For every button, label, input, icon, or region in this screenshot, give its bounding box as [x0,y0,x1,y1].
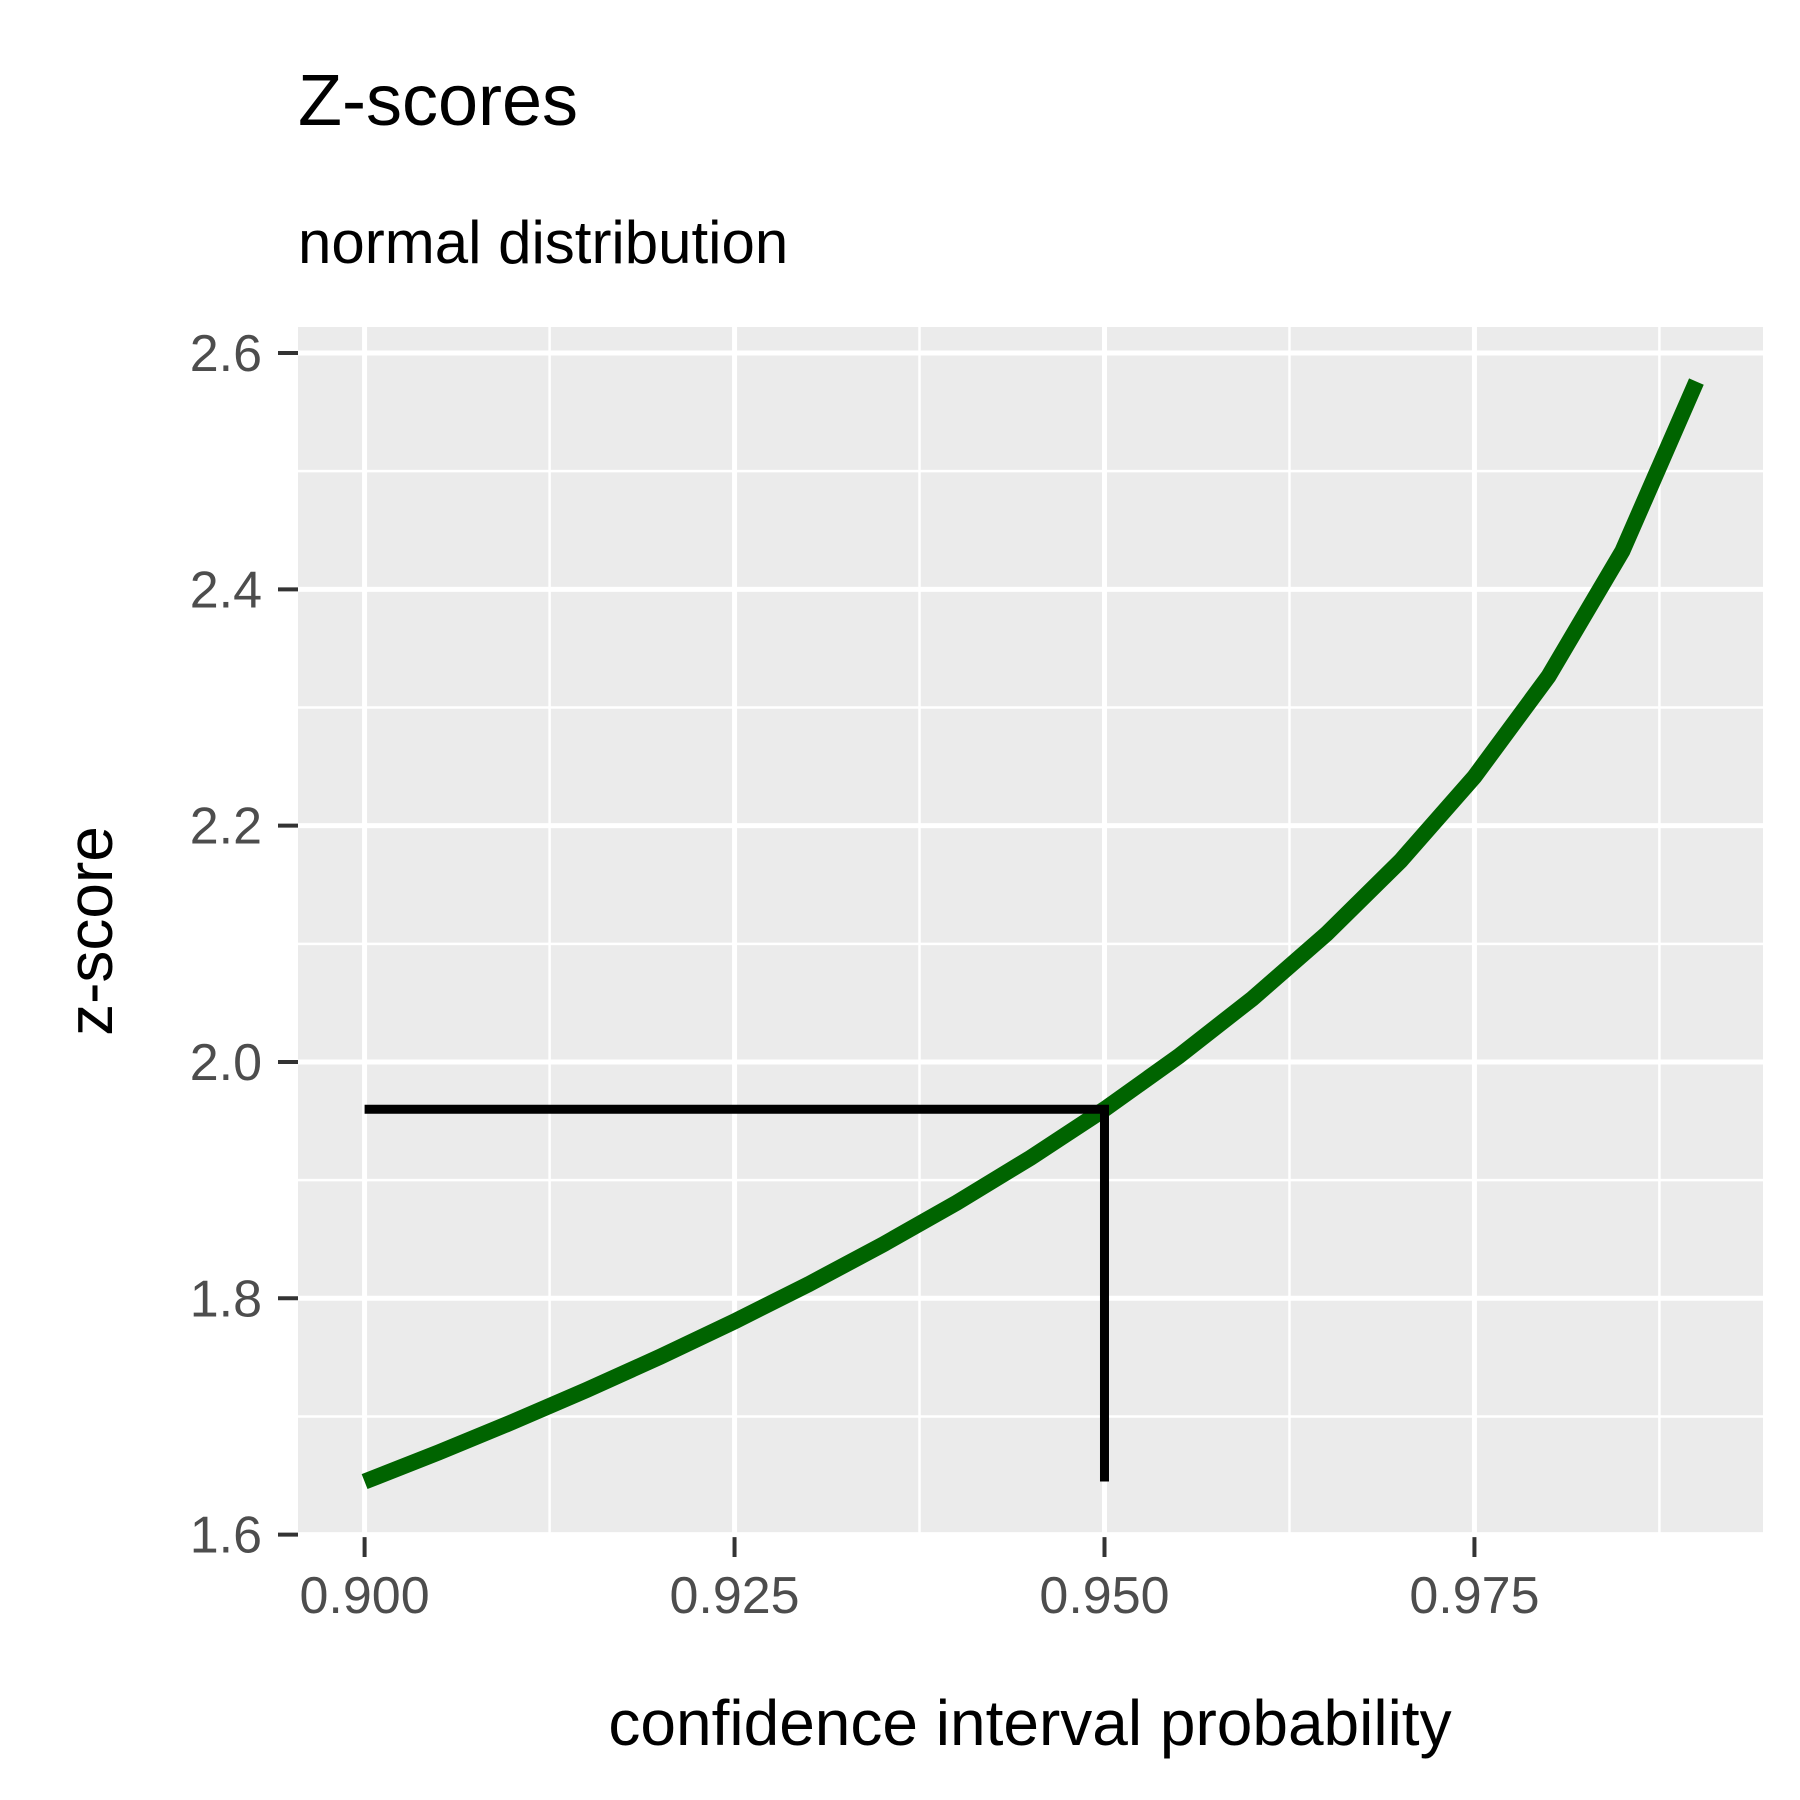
chart-subtitle: normal distribution [298,209,788,276]
y-tick-label: 1.6 [190,1507,262,1565]
plot-panel [298,327,1763,1537]
chart-title: Z-scores [298,61,578,141]
y-tick-label: 1.8 [190,1270,262,1328]
x-tick-label: 0.975 [1409,1567,1539,1625]
x-tick-label: 0.925 [669,1567,799,1625]
y-tick-label: 2.4 [190,561,262,619]
y-tick-label: 2.0 [190,1034,262,1092]
x-tick-label: 0.950 [1039,1567,1169,1625]
y-tick-label: 2.2 [190,798,262,856]
y-tick-label: 2.6 [190,325,262,383]
data-line [364,1104,1109,1482]
data-line [361,378,1704,1490]
x-tick-label: 0.900 [300,1567,430,1625]
y-axis-title: z-score [54,826,126,1036]
x-axis-title: confidence interval probability [608,1687,1451,1759]
